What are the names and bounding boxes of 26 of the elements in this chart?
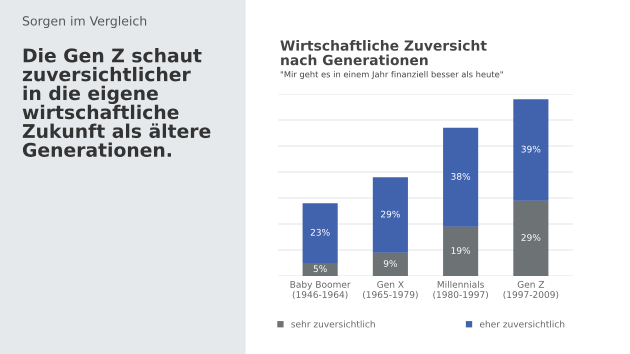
bar bbox=[302, 203, 338, 263]
data-label: 29% bbox=[521, 234, 540, 241]
bar bbox=[443, 128, 478, 227]
bar bbox=[513, 99, 548, 201]
bar bbox=[302, 263, 338, 276]
chart-subtitle: "Mir geht es in einem Jahr finanziell besser als heute" bbox=[280, 70, 503, 80]
x-tick-label: Gen X (1965-1979) bbox=[363, 281, 418, 300]
x-tick-label: Gen Z (1997-2009) bbox=[504, 281, 558, 300]
data-label: 29% bbox=[381, 210, 400, 218]
bar bbox=[372, 252, 408, 276]
data-label: 23% bbox=[310, 228, 330, 236]
x-tick-label: Millennials (1980-1997) bbox=[433, 280, 488, 300]
data-label: 39% bbox=[522, 146, 540, 153]
chart-title: Wirtschaftliche Zuversicht nach Generationen bbox=[280, 40, 487, 66]
legend-label: eher zuversichtlich bbox=[480, 320, 564, 328]
bar bbox=[513, 200, 548, 276]
text: Die Gen Z schaut zuversichtlicher in die eigene wirtschaftliche Zukunft als ältere Generationen. bbox=[22, 48, 210, 157]
data-label: 5% bbox=[314, 265, 327, 272]
data-label: 38% bbox=[451, 172, 470, 180]
text: Sorgen im Vergleich bbox=[22, 16, 146, 28]
legend-label: sehr zuversichtlich bbox=[291, 320, 375, 328]
x-tick-label: Baby Boomer (1946-1964) bbox=[290, 280, 351, 300]
bar bbox=[372, 177, 408, 253]
data-label: 19% bbox=[452, 247, 470, 254]
data-label: 9% bbox=[384, 260, 398, 267]
bar bbox=[443, 226, 478, 276]
